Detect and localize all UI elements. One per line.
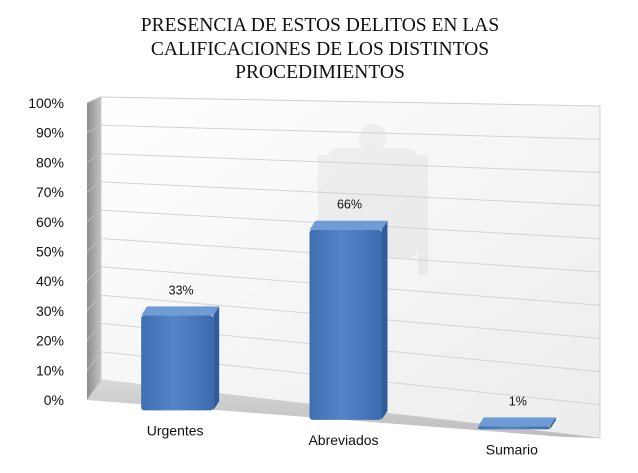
bar-side	[549, 417, 556, 430]
side-gridline	[86, 96, 102, 104]
data-label: 66%	[337, 198, 362, 212]
data-label: 1%	[509, 394, 527, 408]
side-gridline	[86, 124, 102, 134]
y-tick-label: 80%	[36, 154, 64, 170]
y-tick-label: 70%	[36, 184, 64, 200]
bar	[309, 220, 388, 420]
y-tick-label: 10%	[36, 362, 64, 378]
side-gridline	[86, 266, 102, 282]
bar-top	[309, 220, 388, 230]
bar-front	[309, 229, 382, 420]
y-tick-label: 90%	[36, 125, 64, 141]
bar-front	[477, 426, 550, 430]
y-tick-label: 20%	[36, 333, 64, 349]
chart-title: PRESENCIA DE ESTOS DELITOS EN LAS CALIFI…	[60, 14, 580, 85]
bar	[141, 306, 220, 411]
side-gridline	[86, 379, 102, 401]
bar	[477, 417, 556, 430]
bar-top	[141, 306, 220, 316]
side-wall	[87, 97, 101, 400]
y-tick-label: 100%	[28, 95, 64, 111]
bars	[141, 220, 556, 430]
y-tick-label: 30%	[36, 303, 64, 319]
gridline	[100, 153, 601, 173]
bar-side	[381, 220, 388, 420]
y-tick-label: 0%	[44, 392, 64, 408]
chart-title-line-2: CALIFICACIONES DE LOS DISTINTOS	[150, 38, 490, 60]
bar-side	[213, 306, 220, 411]
data-label: 33%	[169, 283, 194, 297]
side-gridline	[86, 181, 102, 193]
chart-title-line-1: PRESENCIA DE ESTOS DELITOS EN LAS	[140, 15, 500, 36]
x-axis: Urgentes Abreviados Sumario	[147, 422, 538, 457]
x-tick-label: Sumario	[486, 441, 538, 457]
bar-top	[477, 417, 556, 427]
x-tick-label: Urgentes	[147, 422, 204, 438]
bar-front	[141, 315, 214, 411]
side-gridline	[86, 323, 102, 341]
data-labels: 33% 66% 1%	[169, 198, 527, 409]
gridline	[100, 181, 601, 207]
side-gridline	[86, 238, 102, 252]
y-tick-label: 50%	[36, 244, 64, 260]
y-axis: 0% 10% 20% 30% 40% 50% 60% 70% 80% 90% 100%	[28, 95, 64, 408]
y-tick-label: 60%	[36, 214, 64, 230]
side-gridline	[86, 351, 102, 371]
chart-title-line-3: PROCEDIMIENTOS	[235, 62, 405, 83]
x-tick-label: Abreviados	[308, 432, 378, 448]
side-gridline	[86, 294, 102, 312]
side-gridline	[86, 153, 102, 163]
y-tick-label: 40%	[36, 273, 64, 289]
side-gridline	[86, 209, 102, 223]
gridline	[100, 124, 601, 140]
